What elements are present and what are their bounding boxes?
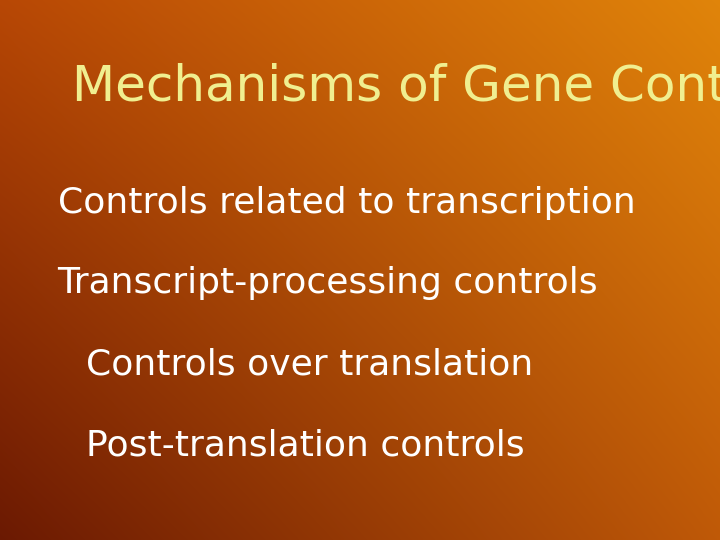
Text: Transcript-processing controls: Transcript-processing controls	[58, 267, 598, 300]
Text: Controls related to transcription: Controls related to transcription	[58, 186, 635, 219]
Text: Post-translation controls: Post-translation controls	[86, 429, 525, 462]
Text: Mechanisms of Gene Control: Mechanisms of Gene Control	[72, 63, 720, 110]
Text: Controls over translation: Controls over translation	[86, 348, 534, 381]
